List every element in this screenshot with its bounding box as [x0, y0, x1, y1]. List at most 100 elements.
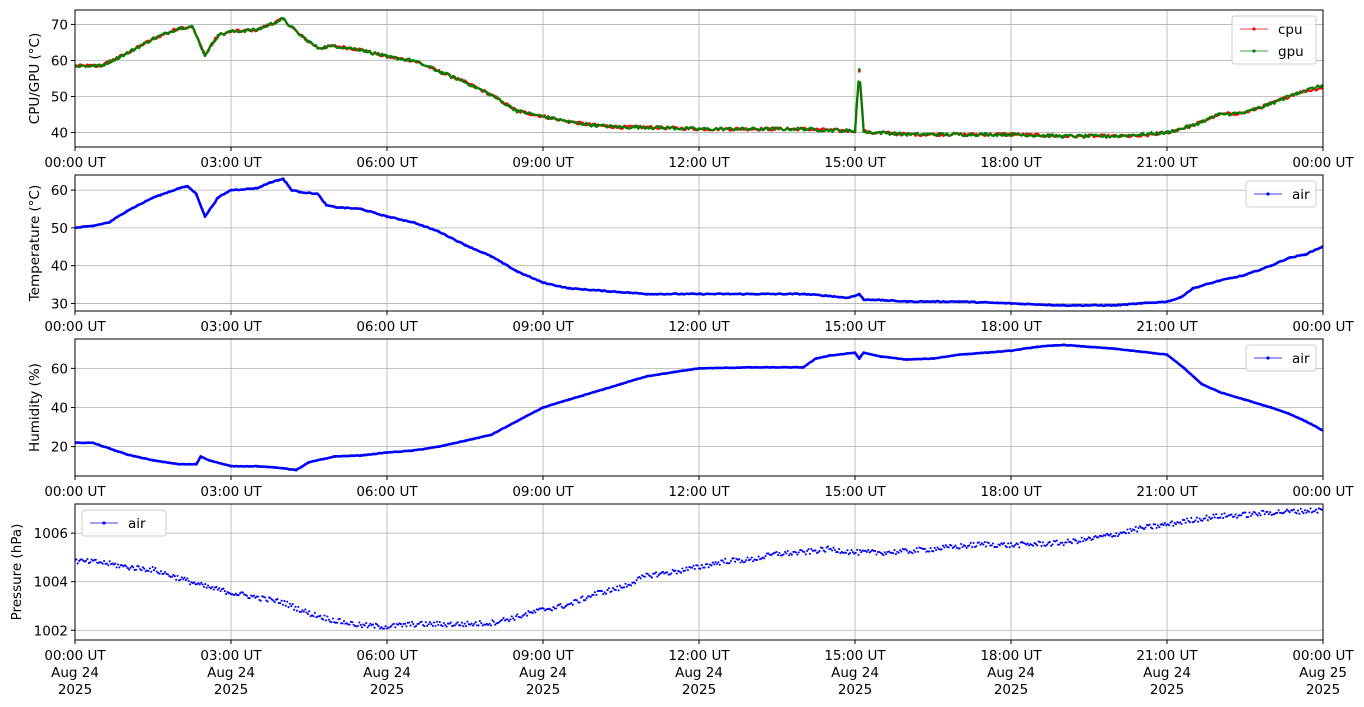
data-point — [593, 123, 597, 127]
data-point — [814, 549, 817, 552]
data-point — [101, 562, 104, 565]
data-point — [752, 560, 755, 563]
data-point — [1200, 382, 1204, 386]
data-point — [376, 623, 379, 626]
data-point — [466, 620, 469, 623]
y-tick-label: 40 — [51, 401, 68, 417]
data-point — [968, 544, 971, 547]
data-point — [795, 551, 798, 554]
data-point — [796, 553, 799, 556]
data-point — [832, 546, 835, 549]
data-point — [555, 607, 558, 610]
data-point — [1302, 512, 1305, 515]
data-point — [203, 53, 207, 57]
data-point — [424, 621, 427, 624]
legend: air — [1245, 344, 1317, 372]
data-point — [718, 563, 721, 566]
data-point — [333, 455, 337, 458]
x-tick-year: 2025 — [58, 682, 92, 698]
data-point — [125, 453, 129, 456]
data-point — [186, 184, 190, 188]
data-point — [255, 186, 259, 190]
data-point — [706, 563, 709, 566]
data-point — [263, 596, 267, 599]
data-point — [645, 125, 649, 129]
data-point — [638, 575, 641, 579]
data-point — [1320, 245, 1323, 249]
data-point — [563, 606, 566, 609]
data-point — [480, 622, 483, 625]
data-point — [1184, 521, 1187, 524]
data-point — [1197, 520, 1200, 523]
data-point — [1016, 543, 1019, 546]
data-point — [965, 546, 968, 549]
y-tick-label: 40 — [51, 259, 68, 275]
data-point — [1240, 514, 1243, 517]
data-point — [1182, 366, 1186, 370]
data-point — [233, 593, 236, 597]
data-point — [155, 570, 158, 573]
y-axis-label: Pressure (hPa) — [9, 524, 25, 621]
legend-label-air: air — [128, 516, 146, 532]
data-point — [194, 462, 198, 466]
data-point — [333, 205, 337, 209]
data-point — [75, 558, 78, 561]
data-point — [1084, 539, 1087, 542]
data-point — [313, 611, 316, 614]
data-point — [140, 569, 143, 572]
data-point — [1303, 509, 1307, 512]
legend-label-air: air — [1292, 187, 1310, 203]
data-point — [216, 196, 220, 200]
data-point — [294, 605, 297, 608]
data-point — [822, 549, 825, 552]
data-point — [969, 541, 972, 544]
x-tick-label: 09:00 UT — [512, 319, 574, 335]
data-point — [177, 26, 181, 30]
data-point — [810, 547, 813, 550]
data-point — [90, 558, 93, 561]
data-point — [905, 300, 909, 303]
data-point — [103, 559, 106, 563]
data-point — [685, 566, 688, 569]
data-point — [1249, 514, 1252, 518]
data-point — [749, 365, 753, 369]
data-point — [1266, 510, 1269, 513]
data-point — [619, 125, 623, 129]
data-point — [595, 593, 598, 596]
data-point — [177, 462, 181, 466]
data-point — [630, 584, 633, 587]
x-tick-date: Aug 24 — [363, 665, 411, 681]
data-point — [1190, 516, 1193, 519]
data-point — [552, 606, 555, 609]
data-point — [1115, 532, 1118, 535]
data-point — [905, 549, 909, 552]
data-point — [767, 552, 770, 555]
data-point — [775, 550, 778, 554]
data-point — [1083, 537, 1086, 540]
data-point — [984, 545, 988, 548]
x-tick-label: 15:00 UT — [824, 484, 886, 500]
data-point — [991, 542, 995, 545]
data-point — [151, 458, 155, 462]
data-point — [184, 579, 187, 582]
data-point — [449, 621, 452, 624]
data-point — [383, 627, 386, 630]
data-point — [699, 567, 702, 570]
data-point — [437, 69, 441, 73]
data-point — [86, 557, 89, 561]
data-point — [757, 555, 760, 558]
legend-label-gpu: gpu — [1278, 44, 1304, 60]
data-point — [417, 622, 420, 625]
data-point — [936, 546, 939, 549]
data-point — [297, 605, 300, 608]
data-point — [1136, 530, 1139, 533]
data-point — [193, 581, 196, 584]
data-point — [1295, 512, 1298, 515]
data-point — [281, 603, 285, 606]
data-point — [1151, 527, 1154, 530]
data-point — [732, 557, 735, 560]
data-point — [216, 33, 220, 37]
data-point — [1320, 428, 1323, 432]
data-point — [975, 545, 978, 548]
